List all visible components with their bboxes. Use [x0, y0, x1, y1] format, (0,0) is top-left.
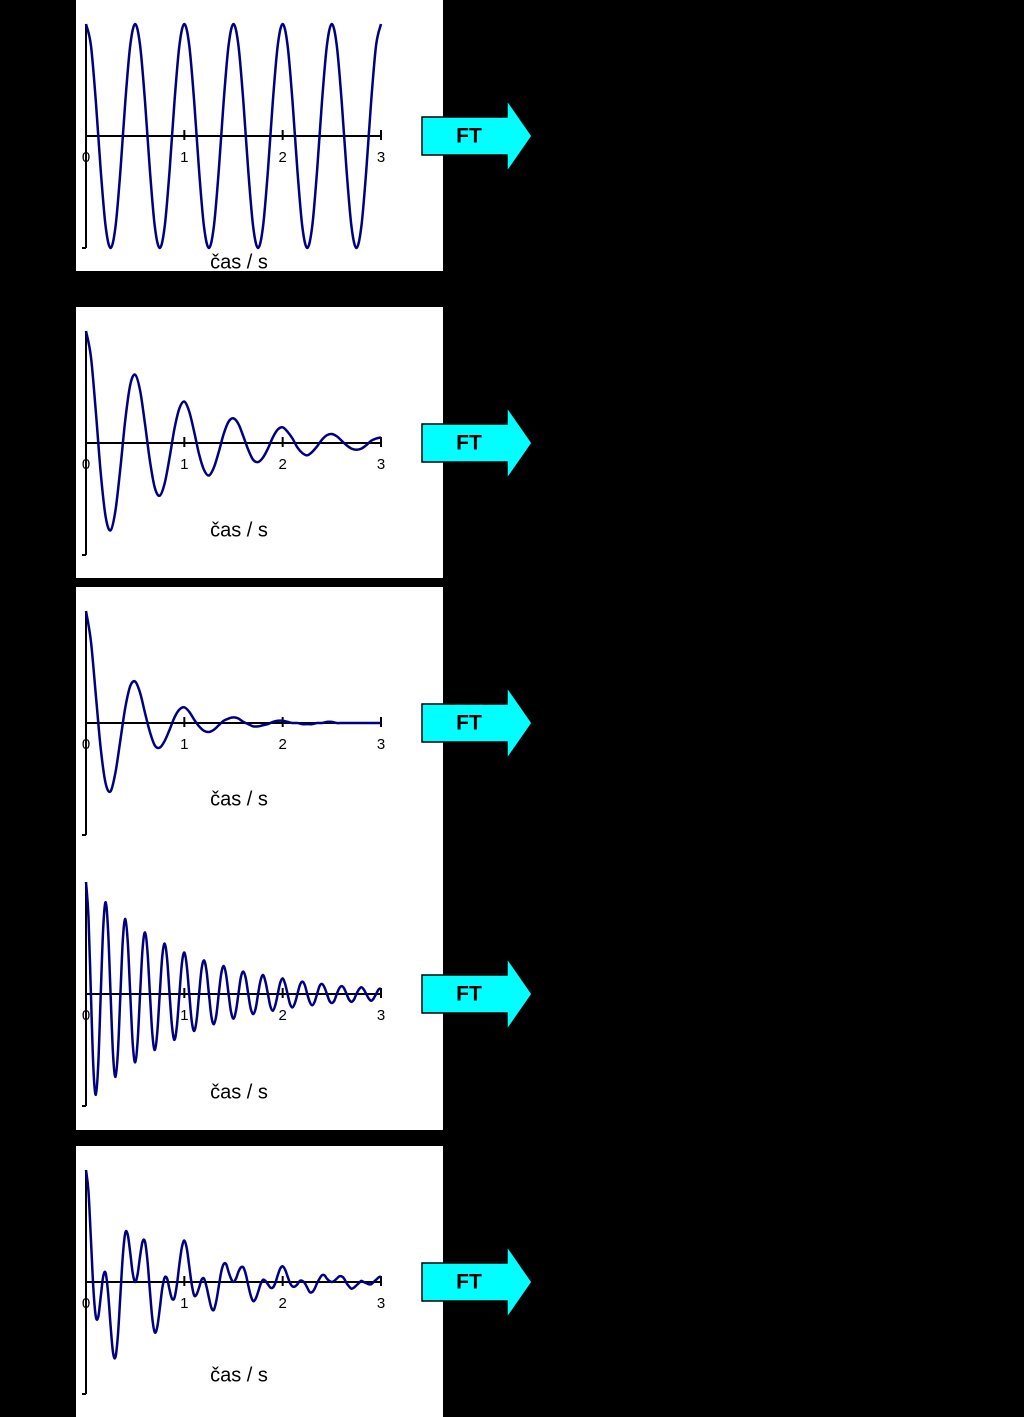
x-tick-label: 1	[180, 149, 188, 166]
ft-label: FT	[456, 125, 482, 148]
x-tick-label: 1	[180, 1007, 188, 1024]
x-axis-label: čas / s	[210, 1081, 268, 1103]
x-tick-label: 0	[82, 1007, 90, 1024]
x-tick-label: 3	[377, 736, 385, 753]
ft-arrow	[421, 684, 533, 762]
x-tick-label: 2	[278, 149, 286, 166]
ft-arrow	[421, 955, 533, 1033]
x-tick-label: 2	[278, 736, 286, 753]
x-tick-label: 3	[377, 1007, 385, 1024]
x-tick-label: 0	[82, 1295, 90, 1312]
chart-panel: 0 1 2 3 čas / s FT	[76, 1146, 533, 1417]
x-tick-label: 3	[377, 149, 385, 166]
x-tick-label: 0	[82, 736, 90, 753]
x-tick-label: 1	[180, 1295, 188, 1312]
chart-panel: 0 1 2 3 čas / s FT	[76, 307, 533, 578]
ft-label: FT	[456, 1271, 482, 1294]
signal-line	[84, 610, 381, 794]
x-axis-label: čas / s	[210, 1364, 268, 1386]
ft-label: FT	[456, 712, 482, 735]
x-tick-label: 0	[82, 456, 90, 473]
x-tick-label: 1	[180, 456, 188, 473]
ft-arrow	[421, 1243, 533, 1321]
chart-panel: 0 1 2 3 čas / s FT	[76, 858, 533, 1130]
x-axis-label: čas / s	[210, 519, 268, 541]
x-tick-label: 2	[278, 1295, 286, 1312]
signal-line	[84, 330, 382, 532]
x-axis-label: čas / s	[210, 251, 268, 273]
x-tick-label: 2	[278, 456, 286, 473]
x-tick-label: 3	[377, 1295, 385, 1312]
ft-arrow	[421, 404, 533, 482]
x-tick-label: 0	[82, 149, 90, 166]
ft-label: FT	[456, 432, 482, 455]
x-tick-label: 3	[377, 456, 385, 473]
x-tick-label: 2	[278, 1007, 286, 1024]
signal-line	[84, 1169, 382, 1360]
x-axis-label: čas / s	[210, 788, 268, 810]
chart-panel: 0 1 2 3 čas / s FT	[76, 0, 533, 273]
x-tick-label: 1	[180, 736, 188, 753]
ft-arrow	[421, 97, 533, 175]
signal-line	[84, 881, 382, 1097]
signal-line	[84, 22, 383, 250]
chart-panel: 0 1 2 3 čas / s FT	[76, 587, 533, 858]
ft-label: FT	[456, 983, 482, 1006]
